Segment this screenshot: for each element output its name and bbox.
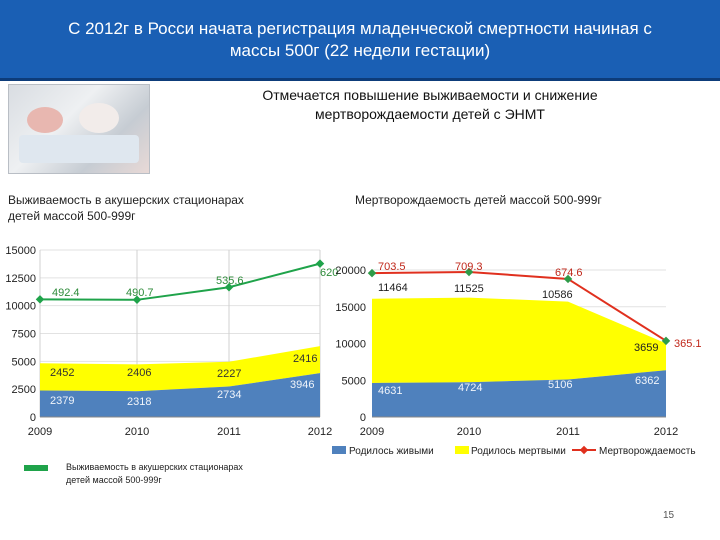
header-bar (0, 0, 720, 80)
left-y-tick-label: 12500 (5, 273, 36, 285)
left-area-2-label: 2452 (50, 367, 74, 379)
subtitle-line-1: Отмечается повышение выживаемости и сниж… (262, 87, 598, 103)
left-line-point (132, 295, 142, 305)
left-y-tick-label: 5000 (12, 356, 36, 368)
right-line-point (464, 267, 474, 277)
right-line-label: 709.3 (455, 261, 483, 273)
right-y-tick-label: 20000 (335, 265, 366, 277)
left-chart-title-line-2: детей массой 500-999г (8, 209, 136, 223)
left-x-tick-label: 2012 (308, 426, 332, 438)
right-y-tick-label: 10000 (335, 339, 366, 351)
left-line-point (35, 295, 45, 304)
left-line-label: 492.4 (52, 287, 80, 299)
right-liveborn-label: 4631 (378, 385, 402, 397)
right-line-label: 703.5 (378, 261, 406, 273)
right-stillborn-label: 10586 (542, 289, 573, 301)
right-stillborn-label: 11464 (378, 282, 408, 294)
left-line-label: 620 (320, 267, 338, 279)
right-x-tick-label: 2010 (457, 426, 481, 438)
left-area-2-label: 2416 (293, 353, 317, 365)
right-liveborn-label: 5106 (548, 379, 572, 391)
left-legend-swatch (24, 465, 48, 471)
right-stillborn-label: 11525 (454, 283, 484, 295)
right-y-tick-label: 0 (360, 412, 366, 424)
left-y-tick-label: 2500 (12, 384, 36, 396)
photo-baby-2 (79, 103, 119, 133)
left-line-series (39, 262, 321, 301)
right-x-tick-label: 2011 (556, 426, 580, 438)
left-area-1-label: 2734 (217, 389, 241, 401)
right-x-tick-label: 2012 (654, 426, 678, 438)
left-y-tick-label: 10000 (5, 301, 36, 313)
photo-baby-1 (27, 107, 63, 133)
left-area-1-label: 2379 (50, 395, 74, 407)
right-line-point (367, 268, 377, 278)
right-line-label: 365.1 (674, 338, 702, 350)
left-legend-label-line-2: детей массой 500-999г (66, 475, 162, 485)
right-stillborn-label: 3659 (634, 342, 658, 354)
right-area-stillborn (372, 297, 666, 383)
header-divider (0, 78, 720, 81)
right-line-point (661, 336, 671, 346)
right-line-stillbirth-rate (371, 270, 667, 342)
left-y-tick-label: 15000 (5, 245, 36, 257)
legend-stillborn-label: Родилось мертвыми (471, 446, 566, 457)
left-x-tick-label: 2009 (28, 426, 52, 438)
left-chart-title: Выживаемость в акушерских стационарах де… (8, 192, 328, 224)
newborn-photo (8, 84, 150, 174)
left-line-point (224, 282, 234, 292)
right-area-liveborn (372, 370, 666, 417)
left-y-tick-label: 7500 (12, 329, 36, 341)
left-area-2-label: 2406 (127, 367, 151, 379)
left-area-series-1 (40, 373, 320, 417)
page-title: С 2012г в Росси начата регистрация младе… (10, 18, 710, 62)
left-line-point (315, 259, 325, 268)
photo-blanket (19, 135, 139, 163)
slide-subtitle: Отмечается повышение выживаемости и сниж… (150, 86, 710, 124)
title-line-2: массы 500г (22 недели гестации) (229, 41, 491, 60)
right-liveborn-label: 6362 (635, 375, 659, 387)
left-chart-title-line-1: Выживаемость в акушерских стационарах (8, 193, 244, 207)
left-area-series-2 (40, 346, 320, 392)
right-y-tick-label: 5000 (342, 375, 366, 387)
left-legend-label-line-1: Выживаемость в акушерских стационарах (66, 462, 243, 472)
right-line-label: 674.6 (555, 267, 583, 279)
right-chart-title: Мертворождаемость детей массой 500-999г (355, 193, 602, 207)
left-x-tick-label: 2010 (125, 426, 149, 438)
left-y-tick-label: 0 (30, 412, 36, 424)
left-x-tick-label: 2011 (217, 426, 241, 438)
page-number: 15 (663, 510, 675, 521)
left-area-2-label: 2227 (217, 368, 241, 380)
left-area-1-label: 2318 (127, 396, 151, 408)
left-line-label: 535.6 (216, 275, 244, 287)
title-line-1: С 2012г в Росси начата регистрация младе… (68, 19, 652, 38)
left-area-1-label: 3946 (290, 379, 314, 391)
right-line-point (563, 274, 573, 284)
legend-rate-label: Мертворождаемость (599, 446, 696, 457)
right-liveborn-label: 4724 (458, 382, 482, 394)
right-x-tick-label: 2009 (360, 426, 384, 438)
legend-rate-marker (579, 445, 589, 455)
legend-liveborn-label: Родилось живыми (349, 446, 434, 457)
right-y-tick-label: 15000 (335, 302, 366, 314)
subtitle-line-2: мертворождаемости детей с ЭНМТ (315, 106, 545, 122)
legend-liveborn-swatch (332, 446, 346, 454)
legend-stillborn-swatch (455, 446, 469, 454)
left-line-label: 490.7 (126, 287, 154, 299)
